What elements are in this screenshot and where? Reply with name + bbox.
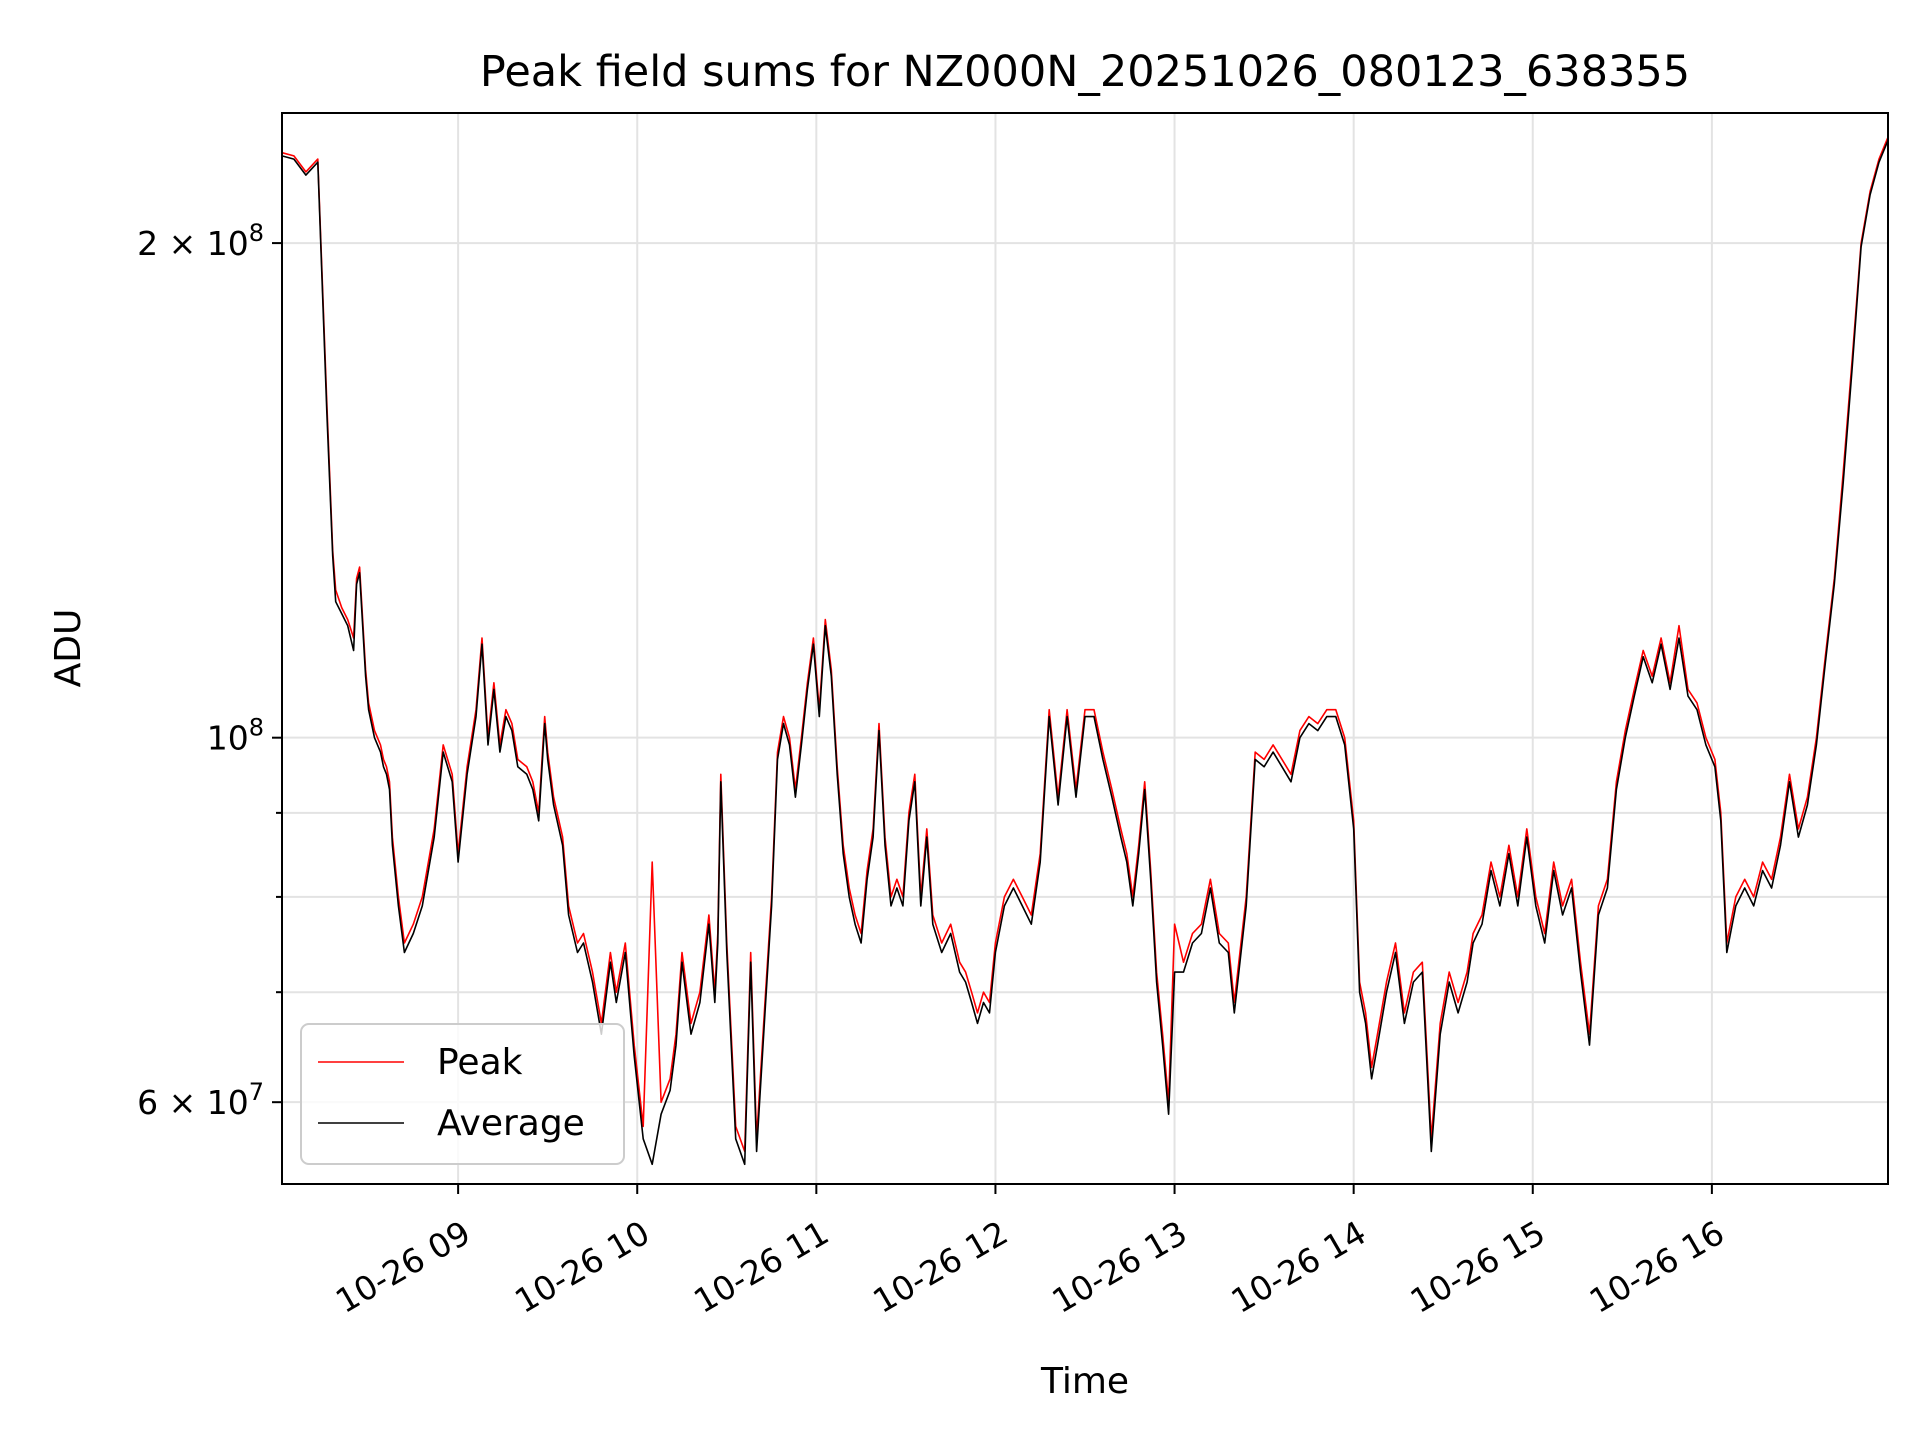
legend-label-average: Average bbox=[437, 1103, 585, 1144]
chart-title: Peak field sums for NZ000N_20251026_0801… bbox=[480, 47, 1690, 97]
y-tick-label: 2 × 108 bbox=[137, 219, 264, 263]
y-tick-label: 108 bbox=[207, 714, 264, 758]
series-lines bbox=[281, 136, 1889, 1166]
legend-label-peak: Peak bbox=[437, 1042, 523, 1083]
series-line-peak bbox=[281, 136, 1889, 1153]
legend-box bbox=[300, 1023, 625, 1165]
plot-frame bbox=[281, 112, 1889, 1185]
y-axis-label: ADU bbox=[48, 609, 89, 688]
grid-lines bbox=[282, 113, 1888, 1184]
x-axis-label: Time bbox=[1040, 1361, 1129, 1402]
legend: Peak Average bbox=[300, 1023, 625, 1165]
y-tick-label: 6 × 107 bbox=[137, 1078, 264, 1122]
series-line-average bbox=[281, 139, 1889, 1166]
